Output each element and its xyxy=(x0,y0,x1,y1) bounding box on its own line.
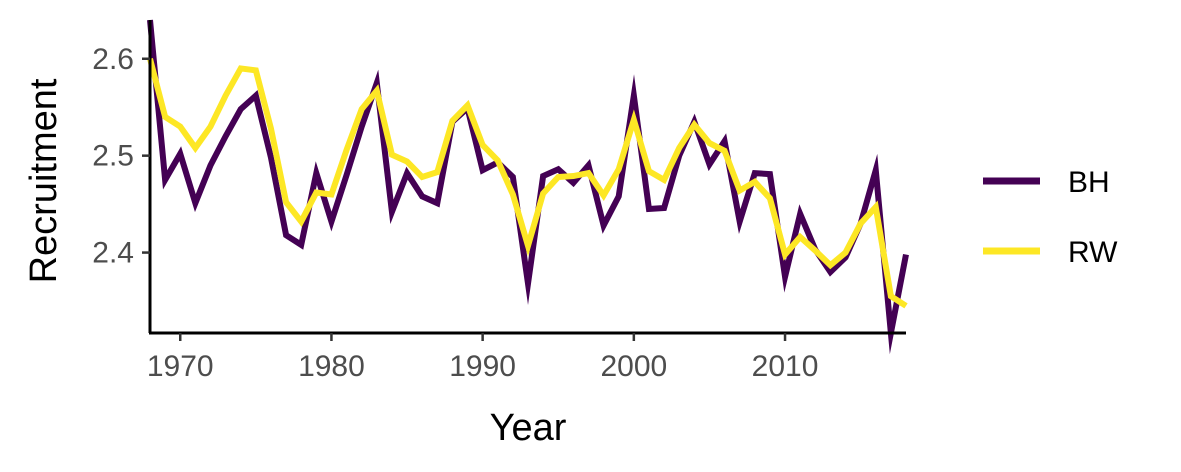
legend-label-rw: RW xyxy=(1068,236,1118,269)
legend-label-bh: BH xyxy=(1068,166,1110,199)
x-tick-label: 2010 xyxy=(752,350,819,383)
series-line-bh xyxy=(147,19,909,355)
series-lines xyxy=(147,19,909,355)
legend: BH RW xyxy=(983,166,1118,269)
x-tick-label: 1990 xyxy=(449,350,516,383)
x-axis-ticks: 1970 1980 1990 2000 2010 xyxy=(147,333,819,383)
x-tick-label: 2000 xyxy=(600,350,667,383)
y-tick-label: 2.6 xyxy=(92,43,134,76)
y-axis-title: Recruitment xyxy=(23,78,65,283)
x-tick-label: 1980 xyxy=(298,350,365,383)
y-tick-label: 2.5 xyxy=(92,140,134,173)
y-axis-ticks: 2.4 2.5 2.6 xyxy=(92,43,150,270)
series-line-rw xyxy=(147,58,908,309)
x-axis-title: Year xyxy=(490,407,567,449)
y-tick-label: 2.4 xyxy=(92,237,134,270)
x-tick-label: 1970 xyxy=(147,350,214,383)
